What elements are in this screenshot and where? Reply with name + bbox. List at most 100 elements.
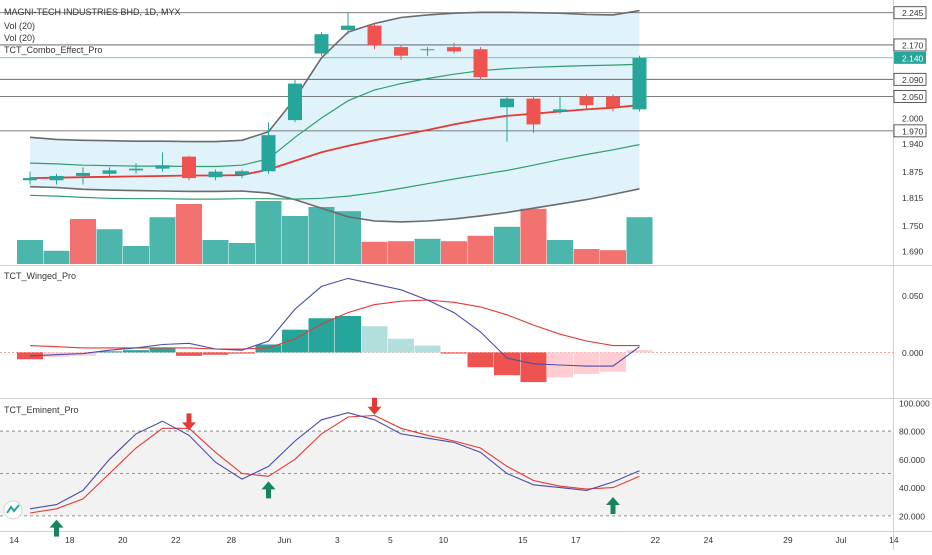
time-tick-label: 29 bbox=[783, 535, 793, 545]
price-tick-label: 1.815 bbox=[902, 193, 924, 203]
winged-pane-title[interactable]: TCT_Winged_Pro bbox=[4, 271, 77, 281]
price-tick-label: 2.140 bbox=[902, 53, 924, 63]
candle bbox=[235, 169, 249, 179]
candle-body bbox=[341, 25, 355, 30]
level-price-tag bbox=[893, 38, 927, 52]
price-tick-label: 1.750 bbox=[902, 221, 924, 231]
volume-bar bbox=[17, 240, 43, 264]
histogram-bar bbox=[176, 352, 202, 356]
candle bbox=[76, 167, 90, 185]
candle-body bbox=[23, 178, 37, 181]
candle bbox=[632, 55, 647, 112]
histogram-bar bbox=[123, 350, 149, 353]
histogram-bar bbox=[441, 352, 467, 354]
candle-body bbox=[420, 49, 435, 51]
histogram-bar bbox=[388, 338, 414, 353]
time-tick-label: 20 bbox=[118, 535, 128, 545]
eminent-tick-label: 80.000 bbox=[899, 427, 925, 437]
eminent-pane: 100.000 80.000 60.000 40.000 20.000 bbox=[0, 397, 930, 537]
time-tick-label: 15 bbox=[518, 535, 528, 545]
level-price-tag bbox=[893, 124, 927, 138]
candle-body bbox=[314, 34, 329, 54]
candle bbox=[102, 167, 117, 179]
time-tick-label: Jul bbox=[835, 535, 846, 545]
candle-body bbox=[182, 156, 196, 179]
volume-bar bbox=[70, 219, 96, 264]
histogram-bar bbox=[229, 352, 255, 354]
winged-tick-label: 0.050 bbox=[902, 291, 924, 301]
histogram-bar bbox=[520, 352, 547, 383]
time-tick-label: 5 bbox=[388, 535, 393, 545]
histogram-bar bbox=[335, 315, 361, 353]
price-tick-label: 1.970 bbox=[902, 126, 924, 136]
time-tick-label: 28 bbox=[227, 535, 237, 545]
volume-bar bbox=[441, 241, 467, 264]
candle bbox=[314, 32, 329, 56]
candle-body bbox=[473, 49, 488, 78]
indicator-label-vol-2[interactable]: Vol (20) bbox=[4, 33, 36, 43]
histogram-bar bbox=[600, 352, 626, 372]
eminent-tick-label: 40.000 bbox=[899, 483, 925, 493]
histogram-bar bbox=[626, 350, 653, 353]
volume-bar bbox=[414, 238, 441, 264]
price-tick-label: 2.090 bbox=[902, 75, 924, 85]
histogram-bar bbox=[361, 326, 388, 353]
candle bbox=[208, 169, 223, 181]
candle bbox=[23, 171, 37, 185]
candle-body bbox=[129, 168, 143, 171]
candle-body bbox=[288, 83, 302, 121]
candle-body bbox=[155, 165, 170, 169]
winged-main-line bbox=[29, 277, 640, 367]
candle-body bbox=[208, 171, 223, 178]
histogram-bar bbox=[467, 352, 494, 368]
green-lower-line bbox=[29, 144, 640, 200]
histogram-bar bbox=[149, 347, 176, 353]
histogram-bar bbox=[414, 345, 441, 353]
eminent-pane-title[interactable]: TCT_Eminent_Pro bbox=[4, 405, 79, 415]
price-tick-label: 1.875 bbox=[902, 167, 924, 177]
indicator-label-vol-1[interactable]: Vol (20) bbox=[4, 21, 36, 31]
volume-bar bbox=[520, 208, 547, 264]
time-tick-label: 14 bbox=[889, 535, 899, 545]
eminent-tick-label: 60.000 bbox=[899, 455, 925, 465]
band-middle-line bbox=[29, 63, 640, 168]
volume-bar bbox=[96, 229, 123, 264]
candle bbox=[261, 122, 276, 174]
main-pane: 2.245 2.170 2.140 2.090 2.050 2.000 1.970 1.940… bbox=[0, 6, 927, 264]
indicator-label-combo[interactable]: TCT_Combo_Effect_Pro bbox=[4, 45, 103, 55]
eminent-tick-label: 20.000 bbox=[899, 511, 925, 521]
buy-signal-arrow-icon bbox=[49, 519, 64, 537]
volume-bar bbox=[467, 235, 494, 264]
candle bbox=[553, 96, 567, 114]
time-tick-label: 17 bbox=[571, 535, 581, 545]
candle-body bbox=[606, 96, 620, 108]
time-tick-label: 22 bbox=[651, 535, 661, 545]
candle-body bbox=[49, 175, 64, 181]
candle bbox=[526, 96, 541, 133]
candle bbox=[606, 94, 620, 112]
price-tick-label: 2.170 bbox=[902, 40, 924, 50]
histogram-bar bbox=[202, 352, 229, 355]
volume-bar bbox=[202, 240, 229, 264]
time-tick-label: 14 bbox=[9, 535, 19, 545]
candle-body bbox=[394, 47, 408, 56]
sell-signal-arrow-icon bbox=[182, 413, 196, 431]
candle bbox=[500, 96, 514, 142]
volume-bar bbox=[229, 243, 255, 264]
candle-body bbox=[500, 98, 514, 108]
winged-tick-label: 0.000 bbox=[902, 348, 924, 358]
candle-body bbox=[553, 109, 567, 112]
volume-bar bbox=[308, 207, 335, 264]
level-price-tag bbox=[893, 72, 927, 86]
price-tick-label: 1.690 bbox=[902, 247, 924, 257]
candle-body bbox=[367, 25, 382, 45]
volume-bar bbox=[547, 240, 573, 264]
candle-body bbox=[235, 171, 249, 175]
time-axis: 14 18 20 22 28 Jun 3 5 10 15 17 22 24 29 Jul 14 bbox=[9, 535, 899, 545]
histogram-bar bbox=[308, 318, 335, 353]
volume-bar bbox=[573, 249, 600, 264]
volume-bar bbox=[149, 217, 176, 264]
eminent-main-line bbox=[29, 412, 640, 510]
